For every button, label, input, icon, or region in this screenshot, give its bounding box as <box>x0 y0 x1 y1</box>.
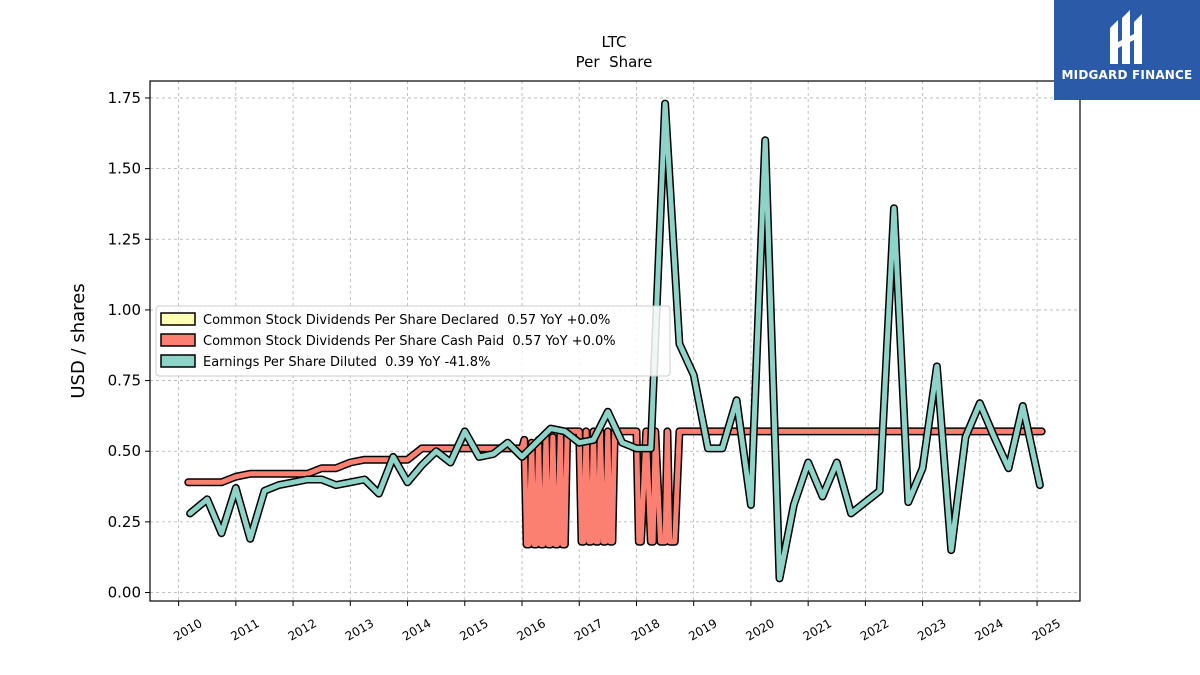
y-tick-label: 0.75 <box>108 372 141 390</box>
series-2 <box>186 99 1044 583</box>
y-axis-label: USD / shares <box>68 283 89 398</box>
plot-frame <box>149 80 1081 602</box>
y-tick-label: 1.00 <box>108 301 141 319</box>
x-tick-label: 2014 <box>400 616 433 643</box>
x-tick-label: 2024 <box>972 616 1005 643</box>
x-tick-label: 2023 <box>915 616 948 643</box>
legend-swatch-cash-paid <box>160 333 196 347</box>
x-tick-label: 2010 <box>171 616 204 643</box>
y-tick-label: 0.00 <box>108 584 141 602</box>
x-tick-label: 2015 <box>457 616 490 643</box>
legend-swatch-eps <box>160 354 196 368</box>
x-tick-label: 2011 <box>228 616 261 643</box>
x-tick-label: 2025 <box>1030 616 1063 643</box>
legend: Common Stock Dividends Per Share Declare… <box>155 305 671 377</box>
legend-label-declared: Common Stock Dividends Per Share Declare… <box>203 313 610 328</box>
y-axis: 0.00 0.25 0.50 0.75 1.00 1.25 1.50 1.75 <box>108 89 150 602</box>
series-line <box>187 101 1043 581</box>
legend-box <box>155 305 671 377</box>
y-tick-label: 0.25 <box>108 513 141 531</box>
x-tick-label: 2016 <box>515 616 548 643</box>
chart-title: LTC <box>601 33 626 51</box>
y-tick-label: 1.75 <box>108 89 141 107</box>
series-1 <box>184 427 1046 549</box>
brand-logo: MIDGARD FINANCE <box>1054 0 1200 100</box>
legend-swatch-declared <box>160 312 196 326</box>
legend-label-cash-paid: Common Stock Dividends Per Share Cash Pa… <box>203 334 616 349</box>
y-tick-label: 1.25 <box>108 230 141 248</box>
x-tick-label: 2018 <box>629 616 662 643</box>
x-tick-label: 2013 <box>343 616 376 643</box>
legend-label-eps: Earnings Per Share Diluted 0.39 YoY -41.… <box>203 355 490 370</box>
x-tick-label: 2020 <box>743 616 776 643</box>
series-layer <box>184 99 1046 583</box>
y-tick-label: 0.50 <box>108 442 141 460</box>
x-tick-label: 2022 <box>858 616 891 643</box>
y-tick-label: 1.50 <box>108 160 141 178</box>
logo-mark-icon <box>1110 10 1142 64</box>
chart-subtitle: Per Share <box>576 53 653 71</box>
x-tick-label: 2012 <box>286 616 319 643</box>
x-tick-label: 2017 <box>572 616 605 643</box>
x-axis: 2010 2011 2012 2013 2014 2015 2016 2017 2018 2019… <box>171 601 1063 644</box>
x-tick-label: 2021 <box>801 616 834 643</box>
series-line <box>185 428 1045 547</box>
logo-text: MIDGARD FINANCE <box>1061 68 1193 82</box>
x-tick-label: 2019 <box>686 616 719 643</box>
